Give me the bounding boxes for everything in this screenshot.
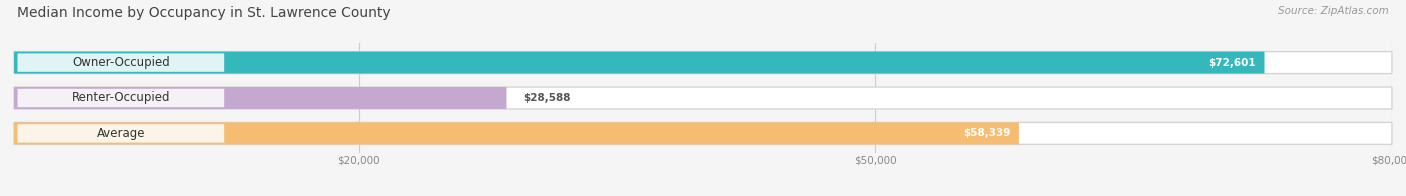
FancyBboxPatch shape [14,87,506,109]
Text: Source: ZipAtlas.com: Source: ZipAtlas.com [1278,6,1389,16]
FancyBboxPatch shape [14,52,1392,74]
FancyBboxPatch shape [14,87,1392,109]
FancyBboxPatch shape [17,53,224,72]
Text: $58,339: $58,339 [963,128,1011,138]
Text: $28,588: $28,588 [523,93,571,103]
FancyBboxPatch shape [14,122,1019,144]
FancyBboxPatch shape [14,52,1264,74]
Text: Owner-Occupied: Owner-Occupied [72,56,170,69]
FancyBboxPatch shape [17,124,224,143]
Text: Average: Average [97,127,145,140]
Text: $72,601: $72,601 [1208,58,1256,68]
FancyBboxPatch shape [17,89,224,107]
FancyBboxPatch shape [14,122,1392,144]
Text: Renter-Occupied: Renter-Occupied [72,92,170,104]
Text: Median Income by Occupancy in St. Lawrence County: Median Income by Occupancy in St. Lawren… [17,6,391,20]
